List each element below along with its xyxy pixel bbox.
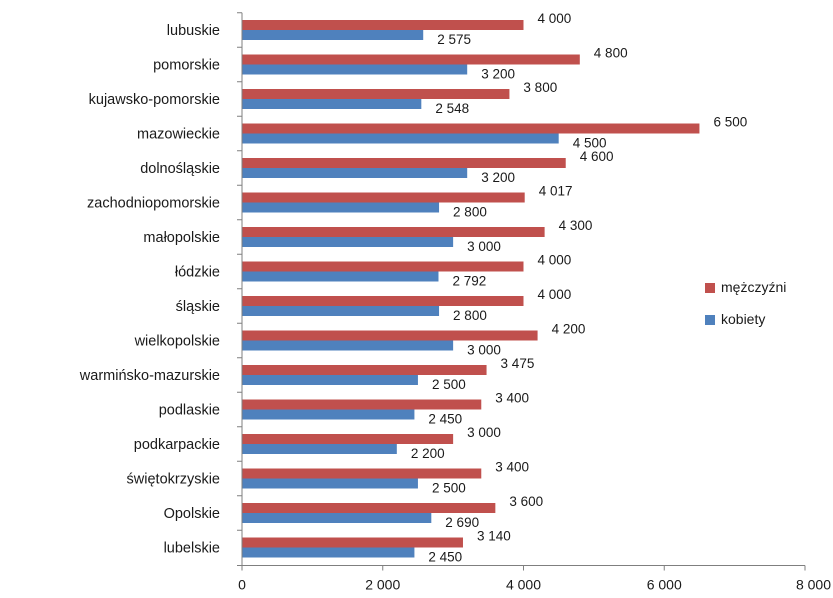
value-label-kobiety-kujawsko-pomorskie: 2 548 <box>435 101 469 116</box>
bar-mezczyzni-warminsko-mazurskie <box>242 365 487 375</box>
value-label-kobiety-mazowieckie: 4 500 <box>573 136 607 151</box>
x-tick-label: 8 000 <box>796 577 831 593</box>
bar-kobiety-podkarpackie <box>242 444 397 454</box>
category-label-kujawsko-pomorskie: kujawsko-pomorskie <box>89 92 220 108</box>
value-label-mezczyzni-lodzkie: 4 000 <box>538 253 572 268</box>
bar-kobiety-dolnoslaskie <box>242 168 468 178</box>
bar-kobiety-opolskie <box>242 513 432 523</box>
category-label-slaskie: śląskie <box>176 299 220 315</box>
bar-mezczyzni-podkarpackie <box>242 434 454 444</box>
category-label-zachodniopomorskie: zachodniopomorskie <box>87 196 220 212</box>
x-tick-label: 0 <box>238 577 246 593</box>
value-labels: 4 000 2 575 4 800 3 200 3 800 2 548 6 500 4 500… <box>411 11 747 565</box>
value-label-mezczyzni-slaskie: 4 000 <box>538 287 572 302</box>
legend-label-mezczyzni: mężczyźni <box>721 279 786 295</box>
value-label-kobiety-wielkopolskie: 3 000 <box>467 343 501 358</box>
value-label-mezczyzni-podkarpackie: 3 000 <box>467 425 501 440</box>
bar-mezczyzni-dolnoslaskie <box>242 158 566 168</box>
value-label-kobiety-swietokrzyskie: 2 500 <box>432 481 466 496</box>
category-label-lodzkie: łódzkie <box>175 265 220 281</box>
bar-mezczyzni-podlaskie <box>242 399 482 410</box>
x-tick-label: 2 000 <box>365 577 400 593</box>
value-label-mezczyzni-pomorskie: 4 800 <box>594 46 628 61</box>
category-label-opolskie: Opolskie <box>164 506 220 522</box>
value-label-mezczyzni-podlaskie: 3 400 <box>495 391 529 406</box>
value-label-mezczyzni-dolnoslaskie: 4 600 <box>580 149 614 164</box>
bar-mezczyzni-lodzkie <box>242 261 524 272</box>
value-label-kobiety-dolnoslaskie: 3 200 <box>481 170 515 185</box>
value-label-mezczyzni-mazowieckie: 6 500 <box>713 115 747 130</box>
bar-kobiety-pomorskie <box>242 64 468 75</box>
bar-mezczyzni-lubelskie <box>242 537 463 548</box>
bar-kobiety-malopolskie <box>242 237 454 247</box>
bar-mezczyzni-slaskie <box>242 296 524 306</box>
bar-mezczyzni-malopolskie <box>242 227 545 237</box>
bar-kobiety-lubuskie <box>242 30 424 40</box>
bar-kobiety-swietokrzyskie <box>242 478 418 489</box>
value-label-mezczyzni-opolskie: 3 600 <box>509 494 543 509</box>
category-label-mazowieckie: mazowieckie <box>137 127 220 143</box>
bar-mezczyzni-pomorskie <box>242 54 580 65</box>
value-label-kobiety-opolskie: 2 690 <box>445 515 479 530</box>
category-label-dolnoslaskie: dolnośląskie <box>140 161 220 177</box>
legend-swatch-kobiety <box>705 315 715 325</box>
value-label-mezczyzni-wielkopolskie: 4 200 <box>552 322 586 337</box>
bar-kobiety-lodzkie <box>242 271 439 282</box>
bar-kobiety-mazowieckie <box>242 133 559 144</box>
category-label-lubelskie: lubelskie <box>164 541 220 557</box>
value-label-kobiety-malopolskie: 3 000 <box>467 239 501 254</box>
bar-mezczyzni-swietokrzyskie <box>242 468 482 479</box>
bar-mezczyzni-lubuskie <box>242 20 524 30</box>
bar-kobiety-zachodniopomorskie <box>242 202 440 213</box>
bar-mezczyzni-zachodniopomorskie <box>242 192 525 203</box>
bar-kobiety-wielkopolskie <box>242 340 454 351</box>
value-label-kobiety-lubuskie: 2 575 <box>437 32 471 47</box>
category-labels: lubuskie pomorskie kujawsko-pomorskie mazow… <box>79 23 220 557</box>
x-tick-label: 4 000 <box>506 577 541 593</box>
value-label-kobiety-pomorskie: 3 200 <box>481 67 515 82</box>
value-label-kobiety-zachodniopomorskie: 2 800 <box>453 205 487 220</box>
value-label-mezczyzni-kujawsko-pomorskie: 3 800 <box>523 80 557 95</box>
value-label-kobiety-slaskie: 2 800 <box>453 308 487 323</box>
category-label-wielkopolskie: wielkopolskie <box>134 334 220 350</box>
value-label-kobiety-lodzkie: 2 792 <box>452 274 486 289</box>
value-label-kobiety-lubelskie: 2 450 <box>428 550 462 565</box>
axes: 0 2 000 4 000 6 000 8 000 <box>237 12 831 593</box>
value-label-mezczyzni-swietokrzyskie: 3 400 <box>495 460 529 475</box>
bar-kobiety-lubelskie <box>242 547 415 558</box>
bar-mezczyzni-kujawsko-pomorskie <box>242 89 510 99</box>
category-label-podkarpackie: podkarpackie <box>134 437 220 453</box>
category-label-warminsko-mazurskie: warmińsko-mazurskie <box>79 368 220 384</box>
category-label-malopolskie: małopolskie <box>143 230 220 246</box>
bar-kobiety-kujawsko-pomorskie <box>242 99 422 109</box>
category-label-swietokrzyskie: świętokrzyskie <box>127 472 220 488</box>
x-tick-label: 6 000 <box>647 577 682 593</box>
legend-label-kobiety: kobiety <box>721 311 765 327</box>
bar-kobiety-slaskie <box>242 306 440 316</box>
value-label-mezczyzni-lubelskie: 3 140 <box>477 529 511 544</box>
value-label-mezczyzni-lubuskie: 4 000 <box>538 11 572 26</box>
value-label-mezczyzni-warminsko-mazurskie: 3 475 <box>501 356 535 371</box>
legend-swatch-mezczyzni <box>705 283 715 293</box>
bar-kobiety-warminsko-mazurskie <box>242 375 418 385</box>
value-label-kobiety-podkarpackie: 2 200 <box>411 446 445 461</box>
category-label-podlaskie: podlaskie <box>159 403 220 419</box>
value-label-kobiety-warminsko-mazurskie: 2 500 <box>432 377 466 392</box>
category-label-pomorskie: pomorskie <box>153 58 220 74</box>
value-label-mezczyzni-malopolskie: 4 300 <box>559 218 593 233</box>
bar-mezczyzni-opolskie <box>242 503 496 513</box>
bar-mezczyzni-wielkopolskie <box>242 330 538 341</box>
category-label-lubuskie: lubuskie <box>167 23 220 39</box>
bars <box>242 20 700 558</box>
legend: mężczyźni kobiety <box>705 279 786 327</box>
bar-mezczyzni-mazowieckie <box>242 123 700 134</box>
value-label-kobiety-podlaskie: 2 450 <box>428 412 462 427</box>
bar-kobiety-podlaskie <box>242 409 415 420</box>
value-label-mezczyzni-zachodniopomorskie: 4 017 <box>539 184 573 199</box>
